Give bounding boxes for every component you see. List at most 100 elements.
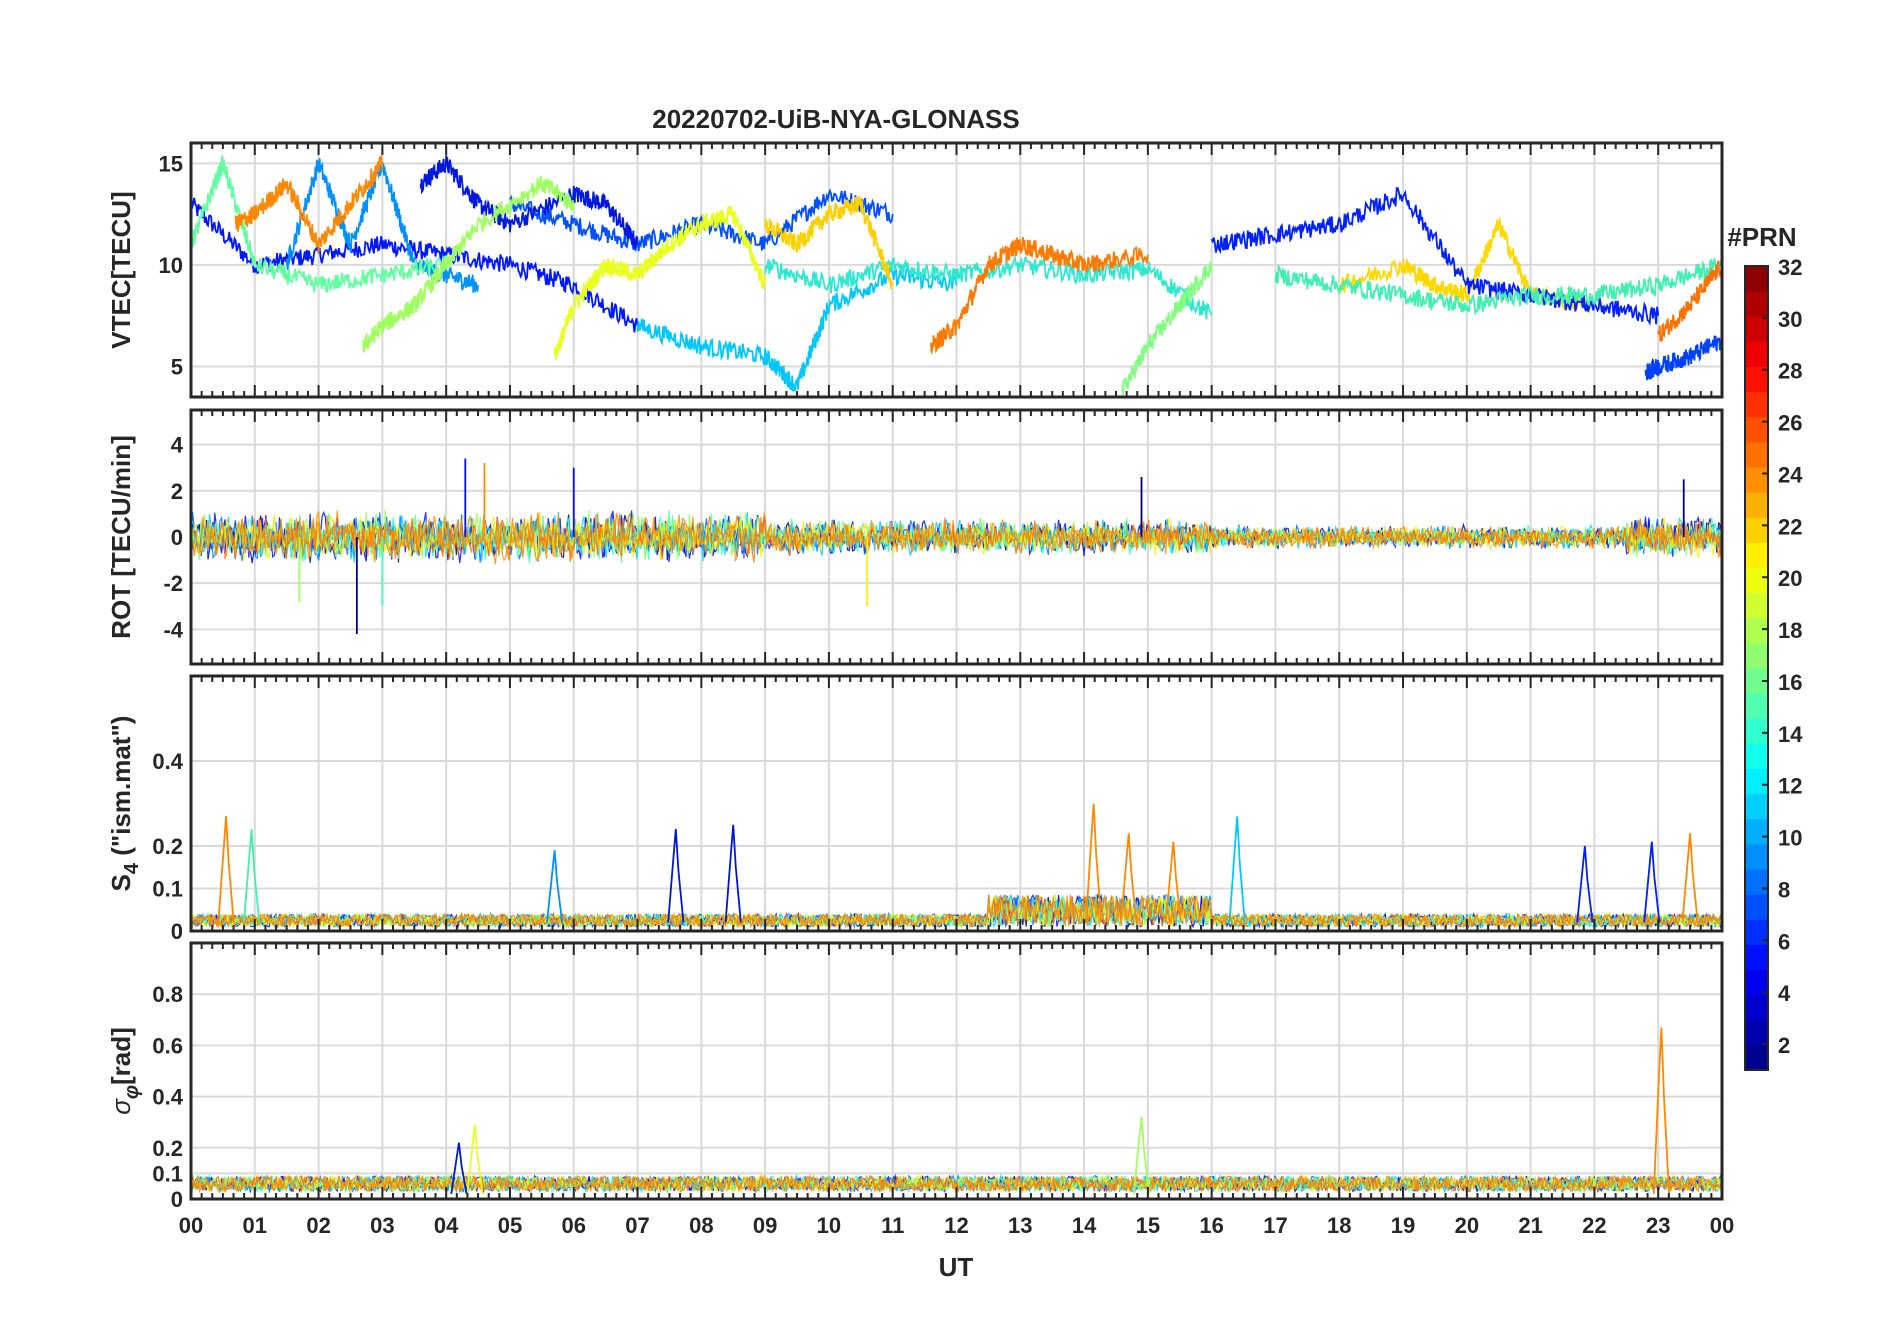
- vtec-trace-prn-6: [419, 155, 639, 249]
- colorbar-segment: [1745, 1044, 1768, 1071]
- x-tick-label: 07: [625, 1213, 649, 1238]
- colorbar-tick-label: 12: [1778, 774, 1802, 799]
- s4-peak: [724, 824, 742, 923]
- s4-peak: [1643, 841, 1661, 923]
- colorbar-segment: [1745, 793, 1768, 820]
- x-tick-label: 04: [434, 1213, 459, 1238]
- colorbar-tick-label: 6: [1778, 929, 1790, 954]
- x-tick-label: 20: [1455, 1213, 1479, 1238]
- sigma_phi-trace: [191, 1173, 1722, 1194]
- sigma_phi-peak: [466, 1124, 484, 1194]
- x-tick-label: 08: [689, 1213, 713, 1238]
- y-tick-label: 15: [159, 151, 183, 176]
- colorbar-tick-label: 22: [1778, 514, 1802, 539]
- colorbar-segment: [1745, 341, 1768, 367]
- s4-peak: [1576, 845, 1594, 923]
- vtec-trace-prn-4: [509, 188, 894, 252]
- colorbar-tick-label: 32: [1778, 255, 1802, 280]
- y-axis-title: ROT [TECU/min]: [106, 435, 136, 639]
- colorbar-segment: [1745, 718, 1768, 744]
- y-tick-label: 0.4: [152, 1085, 183, 1110]
- colorbar-tick-label: 20: [1778, 566, 1802, 591]
- vtec-trace-prn-14: [191, 155, 448, 293]
- y-tick-label: 10: [159, 253, 183, 278]
- y-tick-label: 0: [171, 919, 183, 944]
- s4-peak: [1120, 833, 1138, 923]
- s4-peak: [243, 828, 261, 923]
- y-axis-title-sub: 4: [121, 862, 143, 874]
- vtec-trace-prn-22: [764, 194, 894, 290]
- colorbar-segment: [1745, 818, 1768, 845]
- colorbar-segment: [1745, 969, 1768, 996]
- x-tick-label: 18: [1327, 1213, 1351, 1238]
- vtec-trace-prn-16: [1121, 261, 1213, 397]
- colorbar-segment: [1745, 1019, 1768, 1046]
- colorbar-segment: [1745, 266, 1768, 292]
- y-tick-label: 5: [171, 355, 183, 380]
- x-tick-label: 22: [1582, 1213, 1606, 1238]
- vtec-trace-prn-10: [636, 265, 958, 392]
- panel-rot: -4 -2 0 2 4 ROT [TECU/min]: [106, 408, 1724, 666]
- y-tick-label: 0.4: [152, 749, 183, 774]
- sigma_phi-trace: [191, 1173, 1722, 1194]
- y-axis-title: VTEC[TECU]: [106, 191, 136, 348]
- s4-trace: [191, 893, 1722, 930]
- colorbar-segment: [1745, 617, 1768, 644]
- colorbar-segment: [1745, 316, 1768, 342]
- s4-peak: [1681, 833, 1699, 923]
- colorbar-tick-label: 18: [1778, 618, 1802, 643]
- y-tick-label: 0.2: [152, 834, 183, 859]
- colorbar-segment: [1745, 768, 1768, 795]
- colorbar-segment: [1745, 467, 1768, 493]
- y-axis-title-sub: φ: [121, 1085, 143, 1099]
- figure-title: 20220702-UiB-NYA-GLONASS: [652, 104, 1020, 134]
- colorbar-segment: [1745, 668, 1768, 694]
- s4-peak: [667, 828, 685, 923]
- y-tick-label: 0: [171, 1187, 183, 1212]
- sigma_phi-peak: [450, 1142, 468, 1195]
- x-tick-label: 13: [1008, 1213, 1032, 1238]
- x-tick-label: 15: [1136, 1213, 1160, 1238]
- colorbar-segment: [1745, 944, 1768, 970]
- y-tick-label: 0.6: [152, 1033, 183, 1058]
- x-tick-label: 02: [306, 1213, 330, 1238]
- y-axis-title: σφ[rad]: [106, 1027, 143, 1115]
- x-tick-label: 09: [753, 1213, 777, 1238]
- colorbar-segment: [1745, 291, 1768, 317]
- x-tick-label: 10: [817, 1213, 841, 1238]
- colorbar-tick-label: 10: [1778, 826, 1802, 851]
- colorbar-segment: [1745, 919, 1768, 945]
- colorbar-segment: [1745, 441, 1768, 468]
- x-tick-label: 05: [498, 1213, 522, 1238]
- colorbar-segment: [1745, 391, 1768, 418]
- x-tick-label: 11: [881, 1213, 904, 1238]
- vtec-trace-prn-18: [553, 206, 766, 362]
- x-tick-label: 00: [179, 1213, 203, 1238]
- colorbar-segment: [1745, 693, 1768, 719]
- y-tick-label: -4: [163, 617, 183, 642]
- colorbar-tick-label: 8: [1778, 877, 1790, 902]
- colorbar-tick-label: 28: [1778, 359, 1802, 384]
- x-tick-label: 14: [1072, 1213, 1097, 1238]
- y-tick-label: 4: [171, 433, 184, 458]
- vtec-trace-prn-16: [362, 175, 575, 353]
- y-tick-label: 0.1: [152, 877, 183, 902]
- colorbar-segment: [1745, 642, 1768, 669]
- plot-area: [191, 155, 1722, 397]
- colorbar-segment: [1745, 994, 1768, 1021]
- s4-peak: [1085, 803, 1103, 923]
- s4-peak: [1228, 816, 1246, 923]
- s4-peak: [1164, 841, 1182, 923]
- colorbar-segment: [1745, 366, 1768, 393]
- colorbar-segment: [1745, 592, 1768, 619]
- x-tick-label: 01: [243, 1213, 267, 1238]
- rot-trace: [191, 512, 1722, 563]
- colorbar-segment: [1745, 869, 1768, 895]
- vtec-trace-prn-24: [234, 155, 384, 253]
- y-axis-title-main: σ: [106, 1098, 136, 1115]
- panel-s4: 0 0.1 0.2 0.4 S4 ("ism.mat"): [106, 674, 1724, 944]
- colorbar-tick-label: 2: [1778, 1033, 1790, 1058]
- colorbar-frame: [1744, 265, 1769, 1071]
